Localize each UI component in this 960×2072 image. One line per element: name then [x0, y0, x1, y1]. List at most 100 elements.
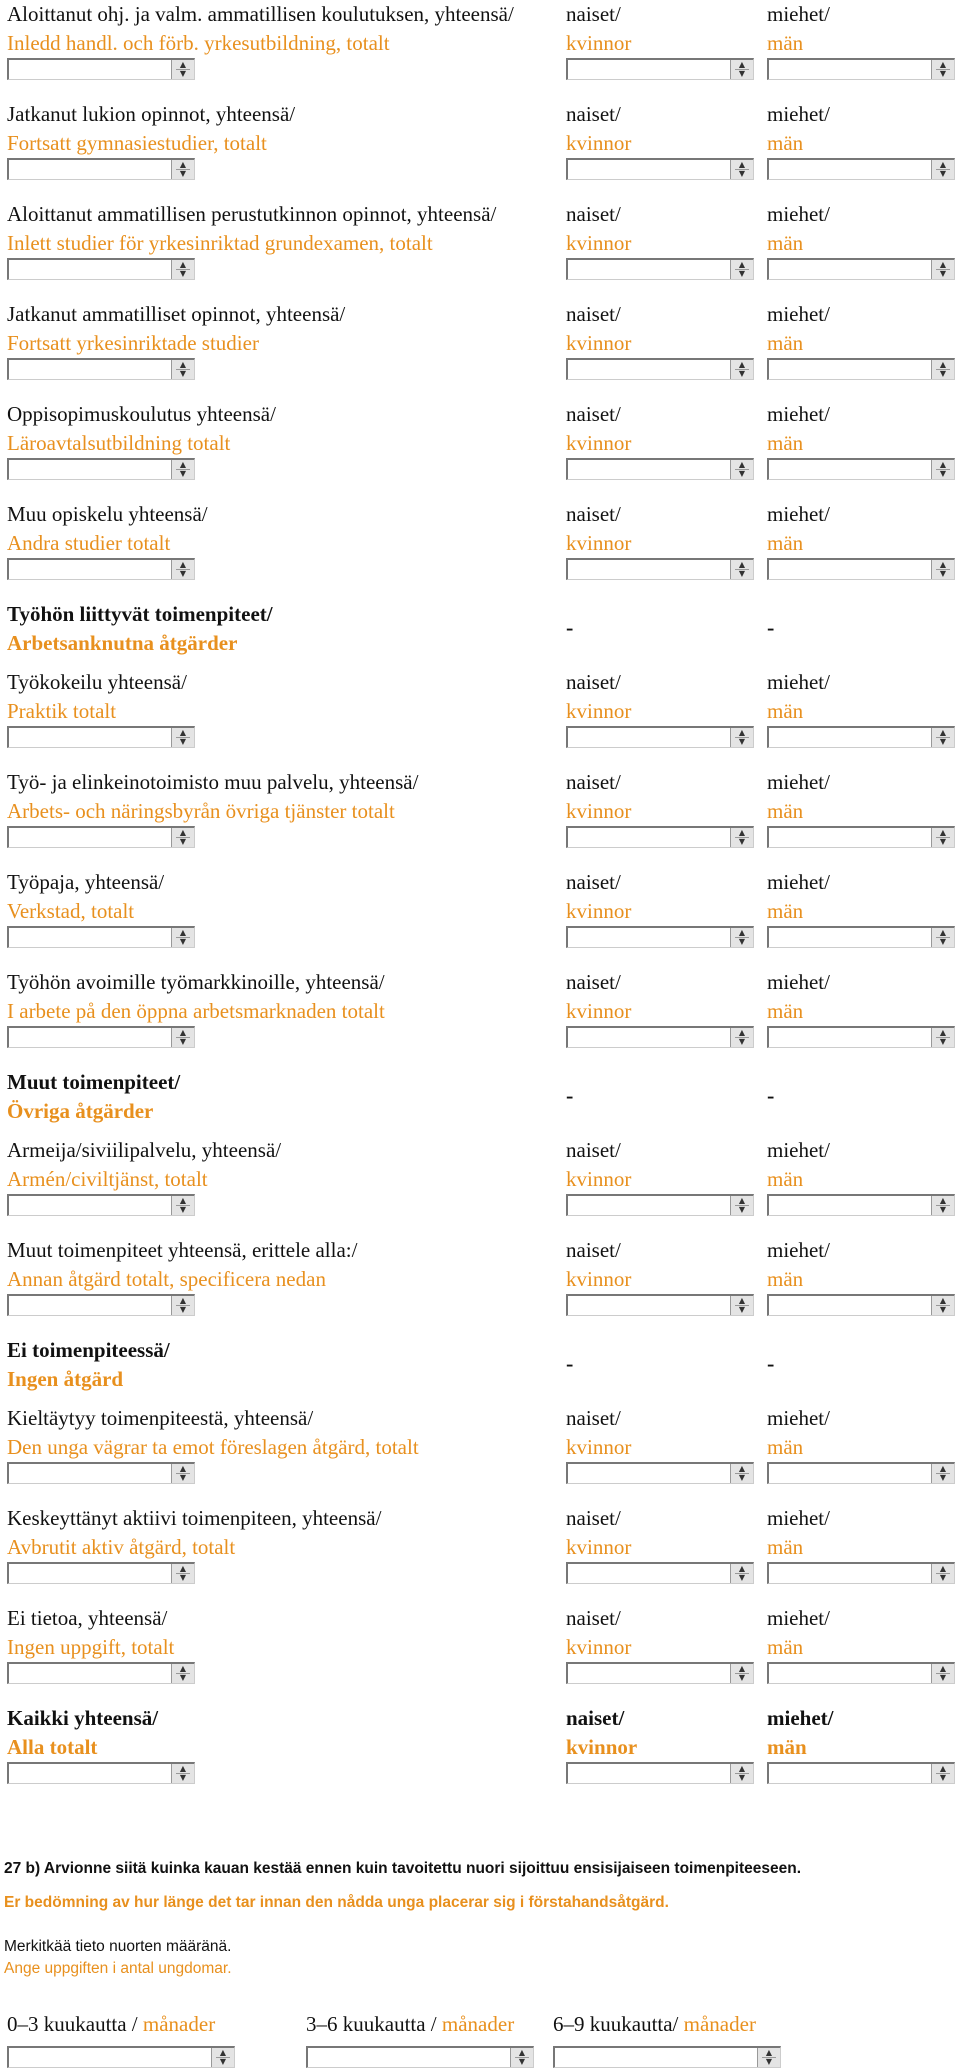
- stepper-arrows[interactable]: ▲ ▼: [730, 360, 753, 379]
- increment-icon[interactable]: ▲: [735, 1764, 749, 1774]
- decrement-icon[interactable]: ▼: [179, 569, 187, 578]
- total-stepper[interactable]: ▲ ▼: [7, 1294, 195, 1316]
- total-stepper[interactable]: ▲ ▼: [7, 258, 195, 280]
- decrement-icon[interactable]: ▼: [738, 1205, 746, 1214]
- increment-icon[interactable]: ▲: [176, 1296, 190, 1306]
- women-stepper[interactable]: ▲ ▼: [566, 358, 754, 380]
- total-stepper[interactable]: ▲ ▼: [7, 158, 195, 180]
- stepper-arrows[interactable]: ▲ ▼: [931, 60, 954, 79]
- men-stepper[interactable]: ▲ ▼: [767, 826, 955, 848]
- stepper-arrows[interactable]: ▲ ▼: [931, 728, 954, 747]
- stepper-arrows[interactable]: ▲ ▼: [931, 1664, 954, 1683]
- decrement-icon[interactable]: ▼: [738, 1773, 746, 1782]
- stepper-arrows[interactable]: ▲ ▼: [931, 460, 954, 479]
- men-stepper[interactable]: ▲ ▼: [767, 1194, 955, 1216]
- decrement-icon[interactable]: ▼: [179, 1037, 187, 1046]
- total-stepper[interactable]: ▲ ▼: [7, 558, 195, 580]
- stepper-arrows[interactable]: ▲ ▼: [730, 460, 753, 479]
- stepper-arrows[interactable]: ▲ ▼: [171, 360, 194, 379]
- stepper-arrows[interactable]: ▲ ▼: [171, 1764, 194, 1783]
- total-stepper[interactable]: ▲ ▼: [7, 1562, 195, 1584]
- stepper-arrows[interactable]: ▲ ▼: [171, 460, 194, 479]
- decrement-icon[interactable]: ▼: [738, 937, 746, 946]
- decrement-icon[interactable]: ▼: [738, 1305, 746, 1314]
- decrement-icon[interactable]: ▼: [738, 1673, 746, 1682]
- duration-3-6-stepper[interactable]: ▲ ▼: [306, 2046, 534, 2068]
- stepper-arrows[interactable]: ▲ ▼: [931, 1028, 954, 1047]
- decrement-icon[interactable]: ▼: [738, 169, 746, 178]
- increment-icon[interactable]: ▲: [936, 928, 950, 938]
- increment-icon[interactable]: ▲: [735, 60, 749, 70]
- total-stepper[interactable]: ▲ ▼: [7, 358, 195, 380]
- stepper-arrows[interactable]: ▲ ▼: [171, 1296, 194, 1315]
- men-stepper[interactable]: ▲ ▼: [767, 1026, 955, 1048]
- women-stepper[interactable]: ▲ ▼: [566, 1462, 754, 1484]
- duration-6-9-stepper[interactable]: ▲ ▼: [553, 2046, 781, 2068]
- decrement-icon[interactable]: ▼: [939, 937, 947, 946]
- decrement-icon[interactable]: ▼: [939, 1037, 947, 1046]
- stepper-arrows[interactable]: ▲ ▼: [730, 260, 753, 279]
- total-stepper[interactable]: ▲ ▼: [7, 58, 195, 80]
- total-stepper[interactable]: ▲ ▼: [7, 1462, 195, 1484]
- decrement-icon[interactable]: ▼: [179, 269, 187, 278]
- increment-icon[interactable]: ▲: [936, 1196, 950, 1206]
- increment-icon[interactable]: ▲: [176, 928, 190, 938]
- total-stepper[interactable]: ▲ ▼: [7, 826, 195, 848]
- women-stepper[interactable]: ▲ ▼: [566, 458, 754, 480]
- decrement-icon[interactable]: ▼: [939, 1573, 947, 1582]
- stepper-arrows[interactable]: ▲ ▼: [931, 1564, 954, 1583]
- men-stepper[interactable]: ▲ ▼: [767, 926, 955, 948]
- decrement-icon[interactable]: ▼: [738, 369, 746, 378]
- decrement-icon[interactable]: ▼: [179, 1673, 187, 1682]
- stepper-arrows[interactable]: ▲ ▼: [931, 1464, 954, 1483]
- stepper-arrows[interactable]: ▲ ▼: [931, 828, 954, 847]
- total-stepper[interactable]: ▲ ▼: [7, 1194, 195, 1216]
- stepper-arrows[interactable]: ▲ ▼: [171, 260, 194, 279]
- women-stepper[interactable]: ▲ ▼: [566, 1294, 754, 1316]
- increment-icon[interactable]: ▲: [936, 460, 950, 470]
- stepper-arrows[interactable]: ▲ ▼: [730, 1028, 753, 1047]
- decrement-icon[interactable]: ▼: [179, 837, 187, 846]
- stepper-arrows[interactable]: ▲ ▼: [931, 928, 954, 947]
- increment-icon[interactable]: ▲: [936, 60, 950, 70]
- increment-icon[interactable]: ▲: [176, 1196, 190, 1206]
- stepper-arrows[interactable]: ▲ ▼: [730, 728, 753, 747]
- total-stepper[interactable]: ▲ ▼: [7, 1662, 195, 1684]
- stepper-arrows[interactable]: ▲ ▼: [171, 728, 194, 747]
- stepper-arrows[interactable]: ▲ ▼: [171, 1664, 194, 1683]
- increment-icon[interactable]: ▲: [176, 560, 190, 570]
- increment-icon[interactable]: ▲: [735, 1564, 749, 1574]
- women-stepper[interactable]: ▲ ▼: [566, 558, 754, 580]
- increment-icon[interactable]: ▲: [936, 360, 950, 370]
- increment-icon[interactable]: ▲: [735, 728, 749, 738]
- increment-icon[interactable]: ▲: [936, 728, 950, 738]
- increment-icon[interactable]: ▲: [936, 1564, 950, 1574]
- stepper-arrows[interactable]: ▲ ▼: [171, 1564, 194, 1583]
- stepper-arrows[interactable]: ▲ ▼: [171, 1196, 194, 1215]
- increment-icon[interactable]: ▲: [735, 1028, 749, 1038]
- decrement-icon[interactable]: ▼: [179, 469, 187, 478]
- stepper-arrows[interactable]: ▲ ▼: [931, 160, 954, 179]
- decrement-icon[interactable]: ▼: [939, 1205, 947, 1214]
- decrement-icon[interactable]: ▼: [179, 1473, 187, 1482]
- stepper-arrows[interactable]: ▲ ▼: [730, 160, 753, 179]
- increment-icon[interactable]: ▲: [176, 1564, 190, 1574]
- increment-icon[interactable]: ▲: [936, 828, 950, 838]
- increment-icon[interactable]: ▲: [216, 2048, 230, 2058]
- men-stepper[interactable]: ▲ ▼: [767, 726, 955, 748]
- stepper-arrows[interactable]: ▲ ▼: [730, 60, 753, 79]
- men-stepper[interactable]: ▲ ▼: [767, 1462, 955, 1484]
- stepper-arrows[interactable]: ▲ ▼: [931, 360, 954, 379]
- women-stepper[interactable]: ▲ ▼: [566, 1562, 754, 1584]
- stepper-arrows[interactable]: ▲ ▼: [730, 828, 753, 847]
- increment-icon[interactable]: ▲: [936, 1028, 950, 1038]
- women-stepper[interactable]: ▲ ▼: [566, 158, 754, 180]
- men-stepper[interactable]: ▲ ▼: [767, 258, 955, 280]
- decrement-icon[interactable]: ▼: [738, 269, 746, 278]
- duration-0-3-stepper[interactable]: ▲ ▼: [7, 2046, 235, 2068]
- decrement-icon[interactable]: ▼: [179, 1305, 187, 1314]
- increment-icon[interactable]: ▲: [735, 1296, 749, 1306]
- increment-icon[interactable]: ▲: [936, 1464, 950, 1474]
- total-stepper[interactable]: ▲ ▼: [7, 926, 195, 948]
- decrement-icon[interactable]: ▼: [179, 937, 187, 946]
